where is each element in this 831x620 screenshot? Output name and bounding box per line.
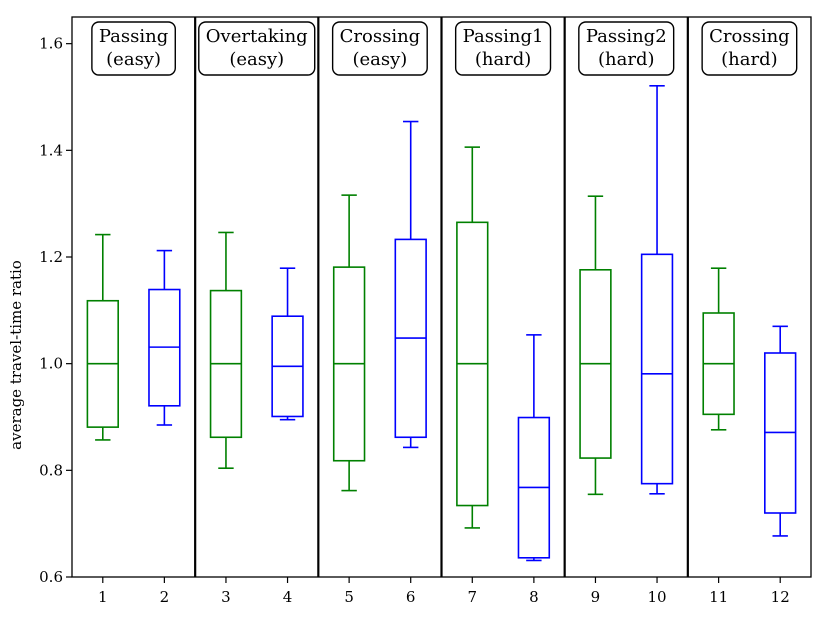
group-label-4: Passing1(hard)	[454, 21, 552, 76]
y-tick-label: 1.6	[39, 35, 63, 53]
group-label-box	[331, 21, 428, 76]
group-label-line2: (easy)	[106, 49, 161, 70]
group-label-box	[578, 21, 675, 76]
group-labels: Passing(easy)Overtaking(easy)Crossing(ea…	[91, 21, 798, 76]
box-2	[148, 249, 181, 426]
box-11	[702, 267, 735, 431]
box-3	[209, 231, 243, 470]
x-axis: 1 2 3 4 5 6 7 8 9 10 11 12	[98, 577, 790, 606]
x-tick-label: 12	[771, 588, 790, 606]
box-12	[764, 325, 797, 537]
group-label-1: Passing(easy)	[91, 21, 176, 76]
x-tick-label: 8	[529, 588, 539, 606]
x-tick-label: 10	[647, 588, 666, 606]
box-series	[86, 85, 797, 562]
box-4	[271, 267, 304, 421]
group-label-box	[701, 21, 798, 76]
y-tick-label: 1.0	[39, 355, 63, 373]
box-iqr	[640, 253, 674, 485]
group-label-line2: (easy)	[229, 49, 284, 70]
y-axis: 0.6 0.8 1.0 1.2 1.4 1.6	[39, 35, 72, 586]
group-label-line1: Passing1	[463, 26, 544, 47]
group-label-6: Crossing(hard)	[701, 21, 798, 76]
y-tick-label: 1.2	[39, 248, 63, 266]
x-tick-label: 3	[221, 588, 231, 606]
box-9	[579, 195, 612, 496]
group-label-line1: Crossing	[709, 26, 790, 47]
y-tick-label: 1.4	[39, 141, 63, 159]
group-label-2: Overtaking(easy)	[198, 21, 316, 76]
group-label-line2: (hard)	[598, 49, 655, 70]
group-label-line1: Passing	[99, 26, 168, 47]
x-tick-label: 6	[406, 588, 416, 606]
group-separators	[194, 17, 689, 577]
y-axis-label: average travel-time ratio	[7, 260, 25, 450]
box-8	[517, 334, 551, 562]
box-6	[394, 120, 427, 449]
y-tick-label: 0.8	[39, 461, 63, 479]
group-label-box	[198, 21, 316, 76]
box-1	[86, 233, 119, 441]
x-tick-label: 9	[591, 588, 601, 606]
x-tick-label: 11	[709, 588, 728, 606]
group-label-line2: (easy)	[352, 49, 407, 70]
group-label-box	[91, 21, 176, 76]
group-label-3: Crossing(easy)	[331, 21, 428, 76]
x-tick-label: 5	[344, 588, 354, 606]
group-label-line1: Overtaking	[206, 26, 308, 47]
x-tick-label: 4	[283, 588, 293, 606]
y-tick-label: 0.6	[39, 568, 63, 586]
x-tick-label: 7	[468, 588, 478, 606]
group-label-line1: Passing2	[586, 26, 667, 47]
group-label-line1: Crossing	[340, 26, 421, 47]
group-label-line2: (hard)	[721, 49, 778, 70]
group-label-line2: (hard)	[475, 49, 532, 70]
group-label-box	[454, 21, 552, 76]
x-tick-label: 1	[98, 588, 108, 606]
group-label-5: Passing2(hard)	[578, 21, 675, 76]
box-7	[456, 146, 489, 529]
box-5	[332, 194, 366, 492]
box-10	[640, 85, 674, 495]
x-tick-label: 2	[160, 588, 170, 606]
